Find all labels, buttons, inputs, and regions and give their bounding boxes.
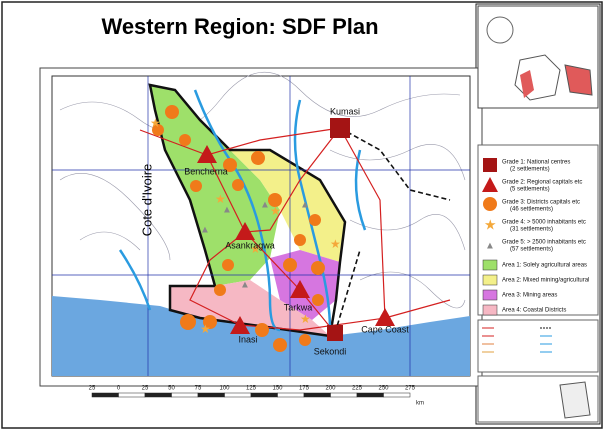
map-title: Western Region: SDF Plan — [101, 14, 378, 39]
scale-segment — [144, 392, 172, 398]
svg-text:▲: ▲ — [222, 205, 232, 216]
scale-tick-label: 275 — [405, 386, 416, 392]
svg-text:★: ★ — [330, 237, 341, 251]
legend-symbol — [483, 158, 497, 172]
country-label: Cote d'Ivoire — [139, 164, 154, 237]
villages: ▲ ▲ ▲ ▲ ▲ — [200, 200, 310, 291]
area-label: Area 2: Mixed mining/agricultural — [502, 278, 589, 284]
scale-segment — [330, 392, 358, 398]
place-labels: Kumasi Bencherna Asankragwa Tarkwa Inasi Seko… — [184, 106, 409, 356]
legend-label: Grade 2: Regional capitals etc — [502, 180, 582, 186]
district-lines — [59, 71, 466, 309]
legend-text: Grade 1: National centres(2 settlements)… — [502, 160, 589, 314]
scale-tick-label: 25 — [142, 386, 149, 392]
legend-symbol — [483, 197, 497, 211]
scale-tick-label: 175 — [299, 386, 310, 392]
svg-text:▲: ▲ — [300, 200, 310, 211]
legend-frame — [477, 144, 599, 316]
inset-region-zoom — [564, 64, 593, 96]
place-label: Inasi — [238, 334, 257, 344]
legend-label: Grade 3: Districts capitals etc — [502, 200, 580, 206]
scale-tick-label: 250 — [378, 386, 389, 392]
legend-symbol: ▲ — [485, 241, 495, 252]
national-centres — [327, 118, 350, 341]
graticule — [52, 76, 470, 376]
scale-segment — [383, 392, 411, 398]
notes-map — [559, 381, 591, 419]
scale-segment — [91, 392, 119, 398]
place-label: Tarkwa — [284, 302, 313, 312]
svg-text:★: ★ — [200, 322, 211, 336]
scale-tick-label: 0 — [117, 386, 121, 392]
scale-tick-label: 200 — [325, 386, 336, 392]
rivers — [118, 89, 367, 332]
svg-text:▲: ▲ — [200, 225, 210, 236]
area-label: Area 4: Coastal Districts — [502, 308, 566, 314]
place-label: Asankragwa — [225, 240, 275, 250]
scale-segment — [356, 392, 384, 398]
svg-text:★: ★ — [250, 242, 261, 256]
railway — [334, 127, 451, 334]
region-boundary — [148, 83, 347, 338]
area-label: Area 1: Solely agricultural areas — [502, 263, 587, 269]
svg-text:▲: ▲ — [240, 280, 250, 291]
scale-segment — [224, 392, 252, 398]
svg-text:★: ★ — [215, 192, 226, 206]
legend-note: (2 settlements) — [510, 167, 550, 173]
title-box — [112, 10, 368, 44]
scale-tick-label: 50 — [168, 386, 175, 392]
legend-symbol: ★ — [484, 217, 497, 233]
inset-region — [520, 70, 534, 98]
scale-segment — [277, 392, 305, 398]
legend-note: (5 settlements) — [510, 187, 550, 193]
scale-tick-label: 125 — [246, 386, 257, 392]
scale-tick-label: 75 — [195, 386, 202, 392]
scale-tick-label: 225 — [352, 386, 363, 392]
svg-text:★: ★ — [270, 204, 281, 218]
scale-segment — [303, 392, 331, 398]
legend-swatch — [482, 274, 498, 286]
legend-note: (57 settlements) — [510, 247, 553, 253]
scale-tick-label: 25 — [89, 386, 96, 392]
scale-tick-label: 150 — [272, 386, 283, 392]
legend-note: (46 settlements) — [510, 207, 553, 213]
place-label: Cape Coast — [361, 324, 409, 334]
line-legend — [482, 327, 552, 353]
legend-label: Grade 5: > 2500 inhabitants etc — [502, 240, 586, 246]
emblem — [486, 16, 514, 44]
legend-label: Grade 4: > 5000 inhabitants etc — [502, 220, 586, 226]
place-label: Bencherna — [184, 166, 228, 176]
svg-text:★: ★ — [150, 116, 161, 130]
scale-segment — [118, 392, 146, 398]
scale-segment — [171, 392, 199, 398]
legend-label: Grade 1: National centres — [502, 160, 570, 166]
legend-swatch — [482, 259, 498, 271]
legend-note: (31 settlements) — [510, 227, 553, 233]
legend-swatch — [482, 304, 498, 316]
legend-swatch — [482, 289, 498, 301]
small-towns: ★ ★ ★ ★ ★ ★ ★ — [150, 116, 341, 336]
place-label: Sekondi — [314, 346, 347, 356]
line-legend-frame — [477, 319, 599, 373]
svg-text:★: ★ — [300, 312, 311, 326]
svg-text:▲: ▲ — [260, 200, 270, 211]
scale-segment — [250, 392, 278, 398]
district-capitals — [152, 105, 325, 352]
place-label: Kumasi — [330, 106, 360, 116]
scale-tick-label: 100 — [219, 386, 230, 392]
legend-symbol — [482, 177, 498, 192]
area-label: Area 3: Mining areas — [502, 293, 557, 299]
scale-unit: km — [416, 401, 424, 407]
scale-segment — [197, 392, 225, 398]
regional-capitals — [197, 145, 395, 334]
